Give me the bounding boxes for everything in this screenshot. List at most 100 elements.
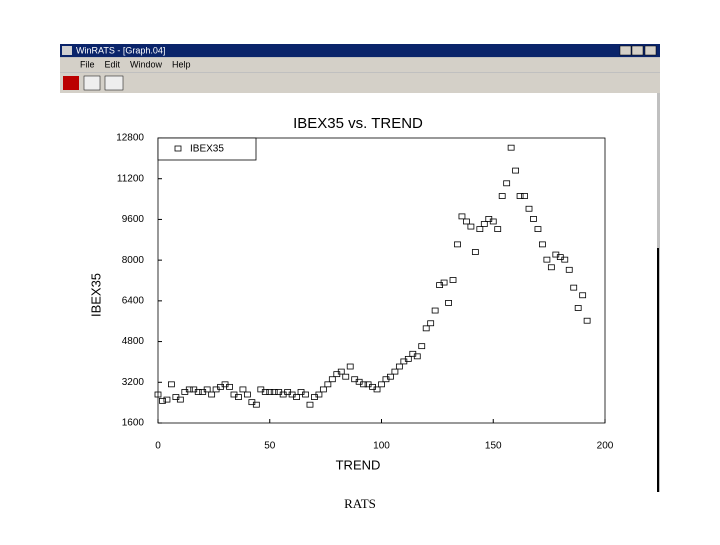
point [163, 396, 171, 403]
point [489, 218, 497, 225]
point [395, 363, 403, 370]
point [463, 218, 470, 225]
point [239, 386, 247, 393]
menu-background [60, 58, 660, 72]
x-tick-label: 0 [155, 441, 161, 452]
minimize-button[interactable] [619, 45, 632, 56]
toolbar-button[interactable] [104, 75, 124, 91]
y-tick-label: 3200 [122, 377, 145, 388]
maximize-button[interactable] [631, 45, 644, 56]
point [208, 391, 216, 398]
point [302, 391, 309, 398]
y-tick-label: 1600 [122, 418, 145, 429]
point [413, 353, 421, 360]
point [235, 394, 242, 400]
point [503, 180, 511, 187]
point [168, 381, 175, 388]
point [494, 226, 502, 233]
x-tick-label: 200 [597, 441, 614, 452]
caption: RATS [344, 496, 376, 511]
point [565, 266, 573, 273]
x-tick-label: 50 [264, 441, 276, 452]
window-title: WinRATS - [Graph.04] [76, 45, 165, 55]
point [328, 376, 336, 383]
point [243, 391, 251, 398]
y-tick-label: 4800 [122, 336, 145, 347]
app-icon [62, 46, 72, 55]
point [543, 256, 551, 263]
point [194, 389, 202, 395]
point [480, 221, 488, 227]
point [185, 386, 193, 393]
y-tick-label: 9600 [122, 214, 145, 225]
point [476, 226, 484, 233]
point [547, 264, 555, 271]
point [261, 389, 269, 395]
point [342, 373, 350, 380]
point [431, 307, 439, 314]
point [154, 391, 162, 398]
x-axis-label: TREND [336, 457, 381, 472]
toolbar-button[interactable] [63, 76, 79, 90]
point [391, 368, 399, 375]
point [539, 241, 546, 248]
point [454, 241, 461, 248]
title-bar [60, 44, 660, 57]
point [203, 386, 211, 393]
point [579, 292, 587, 299]
menu-item[interactable]: File [80, 59, 95, 69]
legend-box [157, 137, 257, 161]
y-tick-label: 12800 [116, 133, 144, 144]
point [293, 394, 300, 400]
point [521, 193, 528, 199]
point [561, 256, 569, 263]
toolbar [60, 73, 660, 93]
y-axis-label: IBEX35 [88, 273, 103, 317]
menu-item[interactable]: Window [130, 59, 163, 69]
menu-item[interactable]: Edit [105, 59, 121, 69]
point [534, 226, 542, 233]
point [176, 396, 184, 403]
point [445, 300, 452, 306]
toolbar-button[interactable] [83, 75, 101, 91]
point [418, 343, 426, 350]
close-button[interactable] [644, 45, 657, 56]
point [159, 397, 166, 404]
point [319, 386, 327, 393]
point [270, 389, 278, 395]
point [467, 223, 475, 230]
point [266, 389, 274, 395]
point [440, 279, 448, 286]
point [373, 386, 381, 393]
point [324, 381, 332, 388]
menu-item[interactable]: Help [172, 59, 191, 69]
point [570, 284, 578, 291]
point [525, 205, 533, 212]
point [387, 373, 394, 380]
y-tick-label: 11200 [117, 173, 145, 184]
legend-marker [174, 145, 182, 152]
point [404, 355, 412, 362]
x-tick-label: 150 [485, 441, 502, 452]
point [315, 391, 323, 398]
point [512, 167, 519, 174]
point [530, 216, 537, 222]
x-tick-label: 100 [373, 441, 390, 452]
point [583, 317, 591, 324]
point [507, 144, 515, 151]
point [449, 277, 457, 283]
graph-area [60, 93, 657, 492]
point [378, 381, 385, 388]
point [346, 363, 354, 370]
point [574, 305, 582, 311]
point [360, 381, 368, 388]
point [252, 401, 260, 408]
point [422, 325, 430, 332]
point [516, 193, 524, 199]
point [458, 213, 466, 220]
menu-bar: File Edit Window Help [60, 58, 660, 72]
point [498, 193, 506, 199]
point [471, 249, 479, 255]
chart-title: IBEX35 vs. TREND [293, 115, 423, 132]
